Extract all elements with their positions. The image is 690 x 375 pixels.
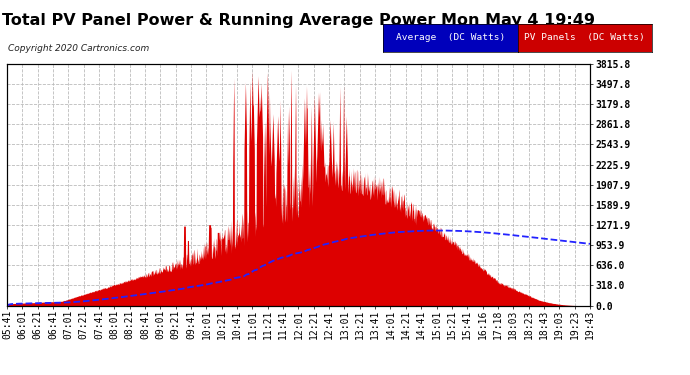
Text: Copyright 2020 Cartronics.com: Copyright 2020 Cartronics.com (8, 44, 150, 53)
Title: Total PV Panel Power & Running Average Power Mon May 4 19:49: Total PV Panel Power & Running Average P… (2, 13, 595, 28)
Text: PV Panels  (DC Watts): PV Panels (DC Watts) (524, 33, 645, 42)
Text: Average  (DC Watts): Average (DC Watts) (395, 33, 505, 42)
